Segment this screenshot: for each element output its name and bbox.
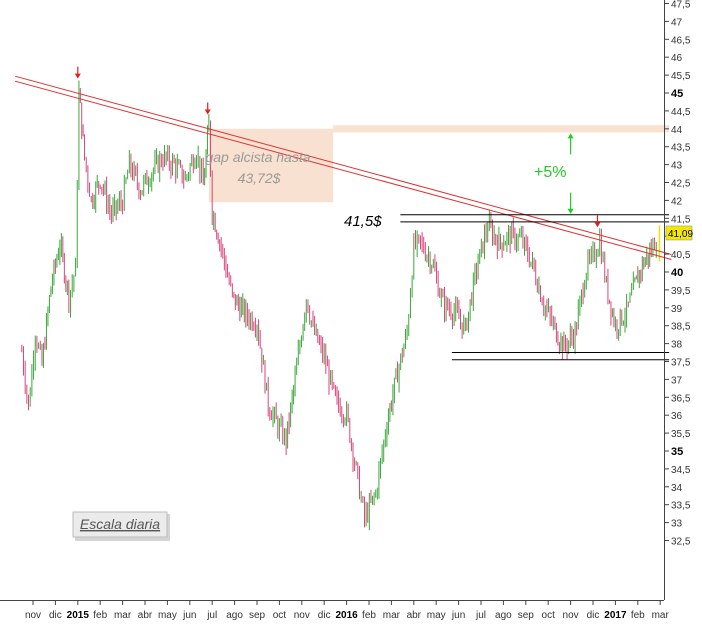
level-annotation: 41,5$ [344,213,382,230]
y-tick-label: 38,5 [671,322,691,333]
y-tick-label: 36 [671,411,683,422]
gap-annotation-line2: 43,72$ [238,170,281,186]
y-tick-label: 35,5 [671,429,691,440]
x-tick-label: sep [518,610,535,621]
x-tick-label: feb [362,610,376,621]
plot-background [0,0,664,600]
last-price-label: 41,09 [668,229,693,240]
y-tick-label: 43 [671,161,683,172]
y-tick-label: 40 [671,267,683,279]
x-tick-label: may [427,610,446,621]
y-tick-label: 47 [671,17,683,28]
gap-zone-layer [208,125,670,203]
x-ticks-layer: nov dic 2015 feb mar abr may jun jul ago sep oct nov… [25,600,670,621]
x-tick-label: jul [475,610,486,621]
scale-label-inner [72,511,168,538]
y-tick-label: 41,5 [671,214,691,225]
x-tick-label: 2015 [67,610,90,621]
x-tick-label: mar [652,610,670,621]
x-tick-label: 2016 [335,610,358,621]
gap-zone [208,128,334,203]
y-tick-label: 42,5 [671,179,691,190]
y-tick-label: 47,5 [671,0,691,11]
x-tick-label: dic [587,610,600,621]
gap-zone [333,125,670,133]
down-arrow-head [74,73,81,79]
resistance-trendline [14,80,672,260]
percent-annotation: +5% [534,164,566,181]
y-tick-label: 40,5 [671,250,691,261]
x-tick-label: jun [451,610,465,621]
down-arrow-head [594,222,601,228]
x-tick-label: dic [49,610,62,621]
annotations-layer: gap alcista hasta 43,72$ 41,5$ +5% Escal… [72,149,566,541]
axes-layer [0,0,665,601]
x-tick-label: nov [563,610,579,621]
y-tick-label: 37,5 [671,358,691,369]
last-price-marker: 41,09 [665,225,693,241]
y-tick-label: 34,5 [671,465,691,476]
x-tick-label: feb [631,610,645,621]
y-ticks-layer: 47,5 47 46,5 46 45,5 45 44,5 44 43,5 43 42,5 42 41,5… [664,0,691,548]
percent-arrow-head-down [567,208,574,214]
percent-arrow-head-up [567,133,574,139]
y-tick-label: 34 [671,483,683,494]
x-tick-label: sep [249,610,266,621]
x-tick-label: oct [542,610,556,621]
scale-label: Escala diaria [80,516,160,532]
x-tick-label: nov [294,610,310,621]
y-tick-label: 44,5 [671,107,691,118]
x-tick-label: dic [318,610,331,621]
y-tick-label: 38 [671,340,683,351]
x-tick-label: 2017 [604,610,627,621]
resistance-trendline [14,75,672,255]
down-arrow-head [204,109,211,115]
x-tick-label: jun [182,610,196,621]
y-tick-label: 37 [671,375,683,386]
x-tick-label: mar [383,610,401,621]
lines-layer [14,66,672,361]
x-tick-label: oct [273,610,287,621]
y-tick-label: 32,5 [671,537,691,548]
y-tick-label: 46,5 [671,35,691,46]
y-tick-label: 39 [671,304,683,315]
x-tick-label: ago [226,610,243,621]
y-tick-label: 43,5 [671,143,691,154]
y-tick-label: 33 [671,519,683,530]
y-tick-label: 33,5 [671,501,691,512]
y-tick-label: 35 [671,446,683,458]
gap-annotation-line1: gap alcista hasta [205,149,310,165]
price-bars-layer [21,80,661,531]
y-tick-label: 39,5 [671,286,691,297]
x-tick-label: jul [206,610,217,621]
x-tick-label: feb [93,610,107,621]
last-price-box [665,225,693,241]
y-tick-label: 45 [671,88,683,100]
y-tick-label: 36,5 [671,393,691,404]
y-tick-label: 42 [671,196,683,207]
y-tick-label: 45,5 [671,71,691,82]
x-tick-label: abr [138,610,153,621]
x-tick-label: may [158,610,177,621]
x-tick-label: mar [114,610,132,621]
x-tick-label: ago [495,610,512,621]
x-tick-label: nov [25,610,41,621]
y-tick-label: 44 [671,125,683,136]
y-tick-label: 46 [671,53,683,64]
x-tick-label: abr [407,610,422,621]
